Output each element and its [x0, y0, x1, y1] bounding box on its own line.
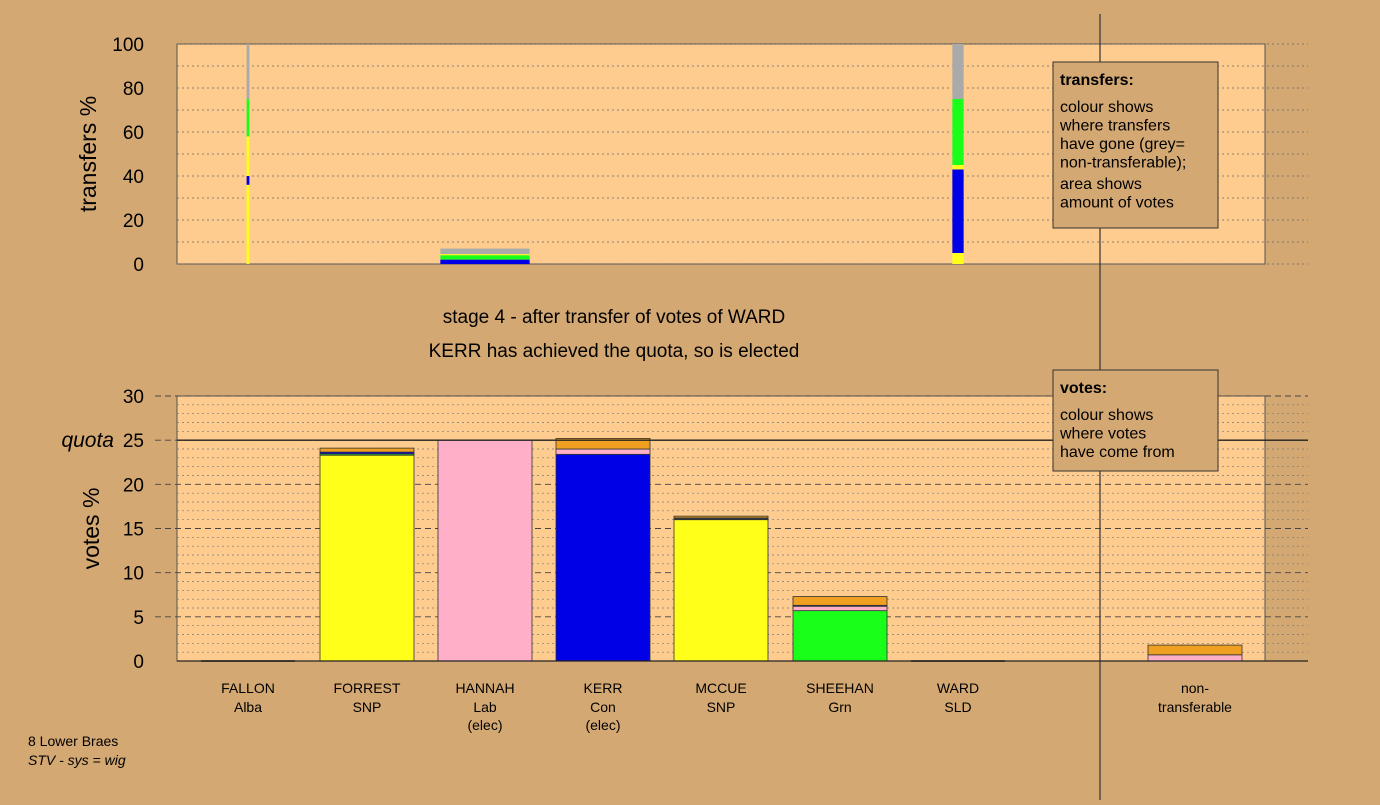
- candidate-party: SLD: [944, 699, 971, 715]
- nontransferable-label-line1: non-: [1181, 680, 1209, 696]
- candidate-elected-note: (elec): [467, 717, 502, 733]
- vote-segment: [673, 519, 769, 662]
- votes-y-tick-label: 25: [123, 431, 144, 452]
- legend-text: colour shows: [1060, 407, 1153, 424]
- system-label: STV - sys = wig: [28, 752, 126, 768]
- transfer-segment: [440, 254, 530, 256]
- candidate-name: KERR: [584, 680, 623, 696]
- candidate-party: Alba: [234, 699, 262, 715]
- legend-box: [1052, 61, 1219, 229]
- votes-y-tick-label: 20: [123, 475, 144, 496]
- transfer-segment: [952, 99, 964, 165]
- candidate-party: SNP: [707, 699, 736, 715]
- vote-segment: [792, 605, 888, 612]
- ward-name: 8 Lower Braes: [28, 733, 118, 749]
- axis-layer: 0 20 40 60 80 100 transfers % 0 5 10 15 20 25 30 votes…: [61, 14, 1308, 800]
- transfers-y-tick-label: 80: [123, 79, 144, 100]
- legend-text: where votes: [1059, 426, 1146, 443]
- transfers-y-tick-label: 40: [123, 167, 144, 188]
- votes-y-tick-label: 5: [133, 608, 144, 629]
- transfer-segment: [440, 248, 530, 255]
- candidate-name: FORREST: [334, 680, 401, 696]
- transfers-y-tick-label: 20: [123, 211, 144, 232]
- legend-text: non-transferable);: [1060, 155, 1186, 172]
- candidate-name: WARD: [937, 680, 979, 696]
- transfers-y-axis-label: transfers %: [75, 96, 101, 212]
- transfer-segment: [246, 176, 250, 185]
- legend-text: where transfers: [1059, 118, 1170, 135]
- quota-label: quota: [61, 429, 114, 452]
- vote-segment: [437, 439, 533, 662]
- legend-text: colour shows: [1060, 99, 1153, 116]
- legend-box: [1052, 369, 1219, 472]
- nontransferable-label-line2: transferable: [1158, 699, 1232, 715]
- nontransferable-segment: [1147, 654, 1243, 662]
- vote-segment: [319, 454, 415, 662]
- transfer-segment: [246, 44, 250, 99]
- legend-text: amount of votes: [1060, 195, 1174, 212]
- candidate-name: FALLON: [221, 680, 275, 696]
- stage-result: KERR has achieved the quota, so is elect…: [429, 341, 800, 362]
- legend-text: have come from: [1060, 444, 1175, 461]
- candidate-name: SHEEHAN: [806, 680, 874, 696]
- transfer-segment: [952, 253, 964, 264]
- candidate-party: Con: [590, 699, 616, 715]
- vote-segment: [555, 453, 651, 662]
- vote-segment: [792, 610, 888, 662]
- transfer-segment: [440, 259, 530, 264]
- transfer-segment: [246, 99, 250, 137]
- legend-title: votes:: [1060, 380, 1107, 397]
- candidate-party: SNP: [353, 699, 382, 715]
- candidate-party: Lab: [473, 699, 497, 715]
- votes-y-tick-label: 30: [123, 387, 144, 408]
- transfer-segment: [952, 44, 964, 99]
- vote-segment: [673, 515, 769, 519]
- vote-segment: [319, 447, 415, 453]
- legend-title: transfers:: [1060, 72, 1134, 89]
- candidate-party: Grn: [828, 699, 851, 715]
- votes-y-axis-label: votes %: [78, 488, 104, 570]
- candidate-name: HANNAH: [455, 680, 514, 696]
- transfer-segment: [952, 165, 964, 170]
- candidate-name: MCCUE: [695, 680, 746, 696]
- transfer-segment: [246, 136, 250, 176]
- vote-segment: [555, 437, 651, 450]
- nontransferable-segment: [1147, 644, 1243, 656]
- vote-segment: [792, 596, 888, 606]
- candidate-elected-note: (elec): [585, 717, 620, 733]
- vote-segment: [555, 448, 651, 455]
- transfer-segment: [246, 184, 250, 264]
- transfers-y-tick-label: 0: [133, 255, 144, 276]
- transfer-segment: [440, 255, 530, 260]
- transfers-y-tick-label: 100: [112, 35, 144, 56]
- votes-y-tick-label: 15: [123, 520, 144, 541]
- bar-layer: [201, 44, 1243, 662]
- votes-y-tick-label: 10: [123, 564, 144, 585]
- legend-text: have gone (grey=: [1060, 136, 1185, 153]
- legend-text: area shows: [1060, 176, 1142, 193]
- transfers-y-tick-label: 60: [123, 123, 144, 144]
- transfer-segment: [952, 169, 964, 253]
- votes-y-tick-label: 0: [133, 652, 144, 673]
- stage-title: stage 4 - after transfer of votes of WAR…: [443, 307, 785, 328]
